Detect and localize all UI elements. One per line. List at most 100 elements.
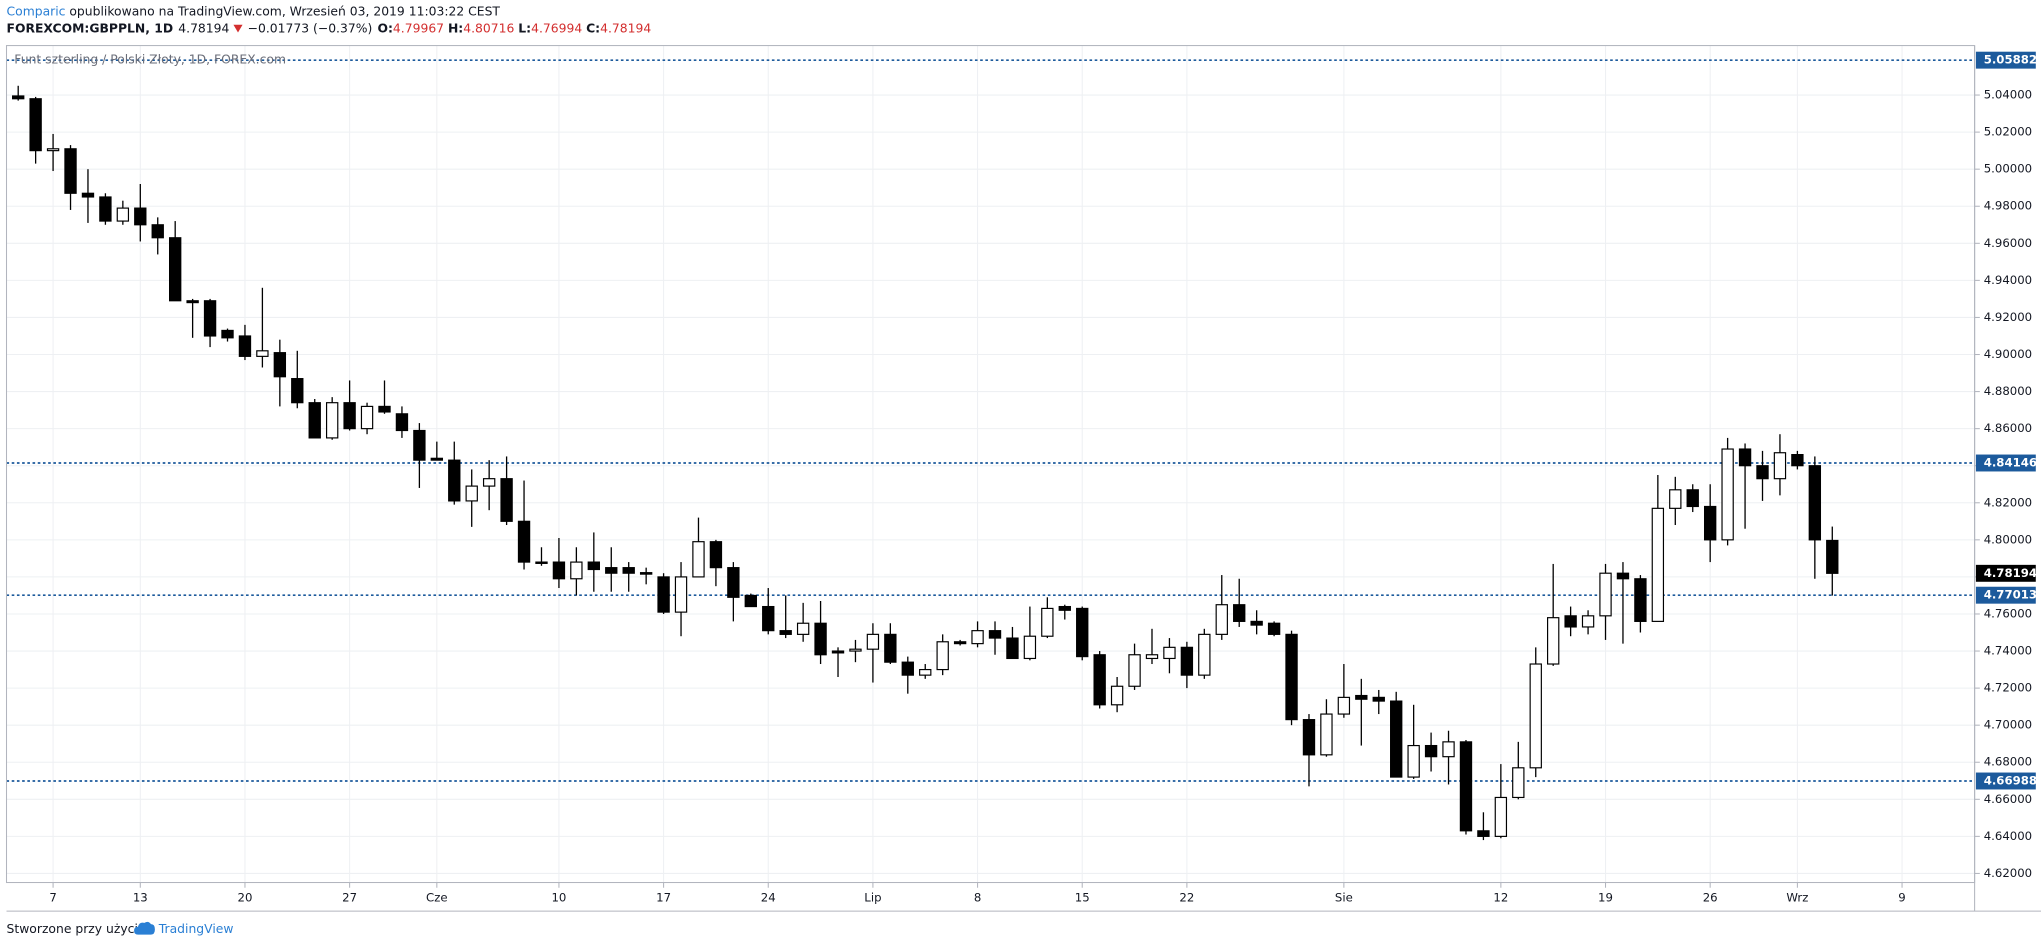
candle-body (203, 300, 217, 337)
candle-body (1547, 617, 1560, 665)
candle-body (482, 478, 496, 487)
tradingview-logo (134, 921, 155, 935)
y-tick-label: 5.04000 (1984, 88, 2032, 102)
y-tick-label: 4.74000 (1984, 644, 2032, 658)
candle-body (1773, 452, 1787, 480)
plot-frame (5, 45, 1976, 884)
candle-body (1791, 454, 1804, 467)
candle-body (1407, 744, 1420, 778)
candle-body (81, 192, 95, 198)
candle-body (796, 622, 810, 635)
x-tick-label: Lip (864, 891, 881, 905)
candle-body (413, 429, 426, 461)
candle-body (1703, 505, 1717, 541)
level-label-box (1975, 586, 2036, 604)
x-tick-label: 9 (1898, 891, 1905, 905)
published: opublikowano na TradingView.com, Wrzesie… (69, 4, 500, 18)
chart-title: Funt szterling / Polski Złoty, 1D, FOREX… (14, 52, 286, 66)
y-tick-label: 4.92000 (1984, 310, 2032, 324)
level-label: 5.05882 (1984, 53, 2037, 67)
x-tick-label: 10 (551, 891, 566, 905)
candle-body (378, 405, 391, 413)
candle-body (1808, 465, 1822, 541)
candle-body (1023, 635, 1037, 660)
candle-body (1494, 796, 1508, 837)
candle-body (1267, 622, 1281, 635)
x-tick-label: Wrz (1786, 891, 1808, 905)
axes: 4.62000 4.64000 4.66000 4.68000 4.70000 4.720… (49, 51, 2037, 905)
y-tick-label: 4.86000 (1984, 421, 2032, 435)
candle-body (1215, 604, 1228, 635)
candle-body (360, 405, 374, 430)
x-tick-label: 8 (974, 891, 981, 905)
candle-body (1477, 830, 1490, 837)
candle-body (1442, 741, 1455, 758)
candle-body (1058, 605, 1071, 611)
header-line-2: FOREXCOM:GBPPLN, 1D 4.78194 −0.01773 (−0.3… (7, 21, 652, 35)
y-tick-label: 4.66000 (1984, 792, 2032, 806)
candle-body (1529, 663, 1542, 769)
header-line-1: Comparic opublikowano na TradingView.com,… (7, 4, 501, 18)
candle-body (605, 567, 618, 574)
candle-body (1686, 489, 1699, 508)
level-label: 4.66988 (1984, 774, 2037, 788)
x-tick-label: 15 (1075, 891, 1090, 905)
candle-body (1006, 637, 1019, 660)
candle-body (1285, 633, 1298, 721)
candle-body (639, 572, 653, 575)
x-tick-label: 13 (133, 891, 148, 905)
x-tick-label: Sie (1335, 891, 1353, 905)
candle-body (1738, 448, 1752, 467)
candle-body (988, 630, 1002, 639)
candle-body (291, 378, 304, 404)
candle-body (762, 605, 775, 632)
candle-body (448, 459, 461, 502)
footer-brand[interactable]: TradingView (158, 922, 234, 936)
symbol: FOREXCOM:GBPPLN, 1D (7, 21, 174, 35)
x-tick-label: 19 (1598, 891, 1613, 905)
candle-body (814, 622, 827, 656)
candle-body (1634, 578, 1647, 622)
candle-body (831, 650, 845, 654)
y-tick-label: 5.02000 (1984, 125, 2032, 139)
level-label: 4.84146 (1984, 456, 2037, 470)
candle-body (1616, 572, 1630, 580)
x-tick-label: 24 (761, 891, 776, 905)
y-tick-label: 4.76000 (1984, 606, 2032, 620)
y-tick-label: 4.98000 (1984, 199, 2032, 213)
x-tick-label: 20 (238, 891, 253, 905)
y-tick-label: 4.90000 (1984, 347, 2032, 361)
candle-body (116, 207, 130, 222)
candle-body (465, 485, 478, 502)
candle-body (727, 567, 740, 598)
level-label: 4.77013 (1984, 588, 2037, 602)
y-tick-label: 4.68000 (1984, 755, 2032, 769)
x-tick-label: 7 (49, 891, 56, 905)
candles (12, 85, 1839, 841)
c-value: 4.78194 (600, 21, 651, 35)
candle-body (1721, 448, 1734, 541)
h-value: 4.80716 (463, 21, 514, 35)
candle-body (570, 561, 583, 580)
candle-body (1337, 696, 1351, 715)
candle-body (919, 668, 932, 676)
candle-body (1826, 539, 1839, 574)
candle-body (1163, 646, 1176, 660)
y-tick-label: 4.64000 (1984, 829, 2032, 843)
footer-text: Stworzone przy użyciu (7, 922, 146, 936)
y-tick-label: 4.94000 (1984, 273, 2032, 287)
candle-body (29, 98, 42, 152)
candle-body (709, 541, 723, 569)
x-tick-label: 17 (656, 891, 671, 905)
candle-body (1355, 694, 1368, 700)
candle-body (12, 95, 25, 100)
candle-body (1564, 615, 1577, 628)
level-label-box (1975, 772, 2036, 790)
candle-body (953, 641, 967, 645)
candle-body (1128, 654, 1141, 687)
candle-body (256, 350, 269, 357)
l-value: 4.76994 (531, 21, 582, 35)
candle-body (1110, 685, 1124, 706)
candle-body (552, 561, 566, 580)
